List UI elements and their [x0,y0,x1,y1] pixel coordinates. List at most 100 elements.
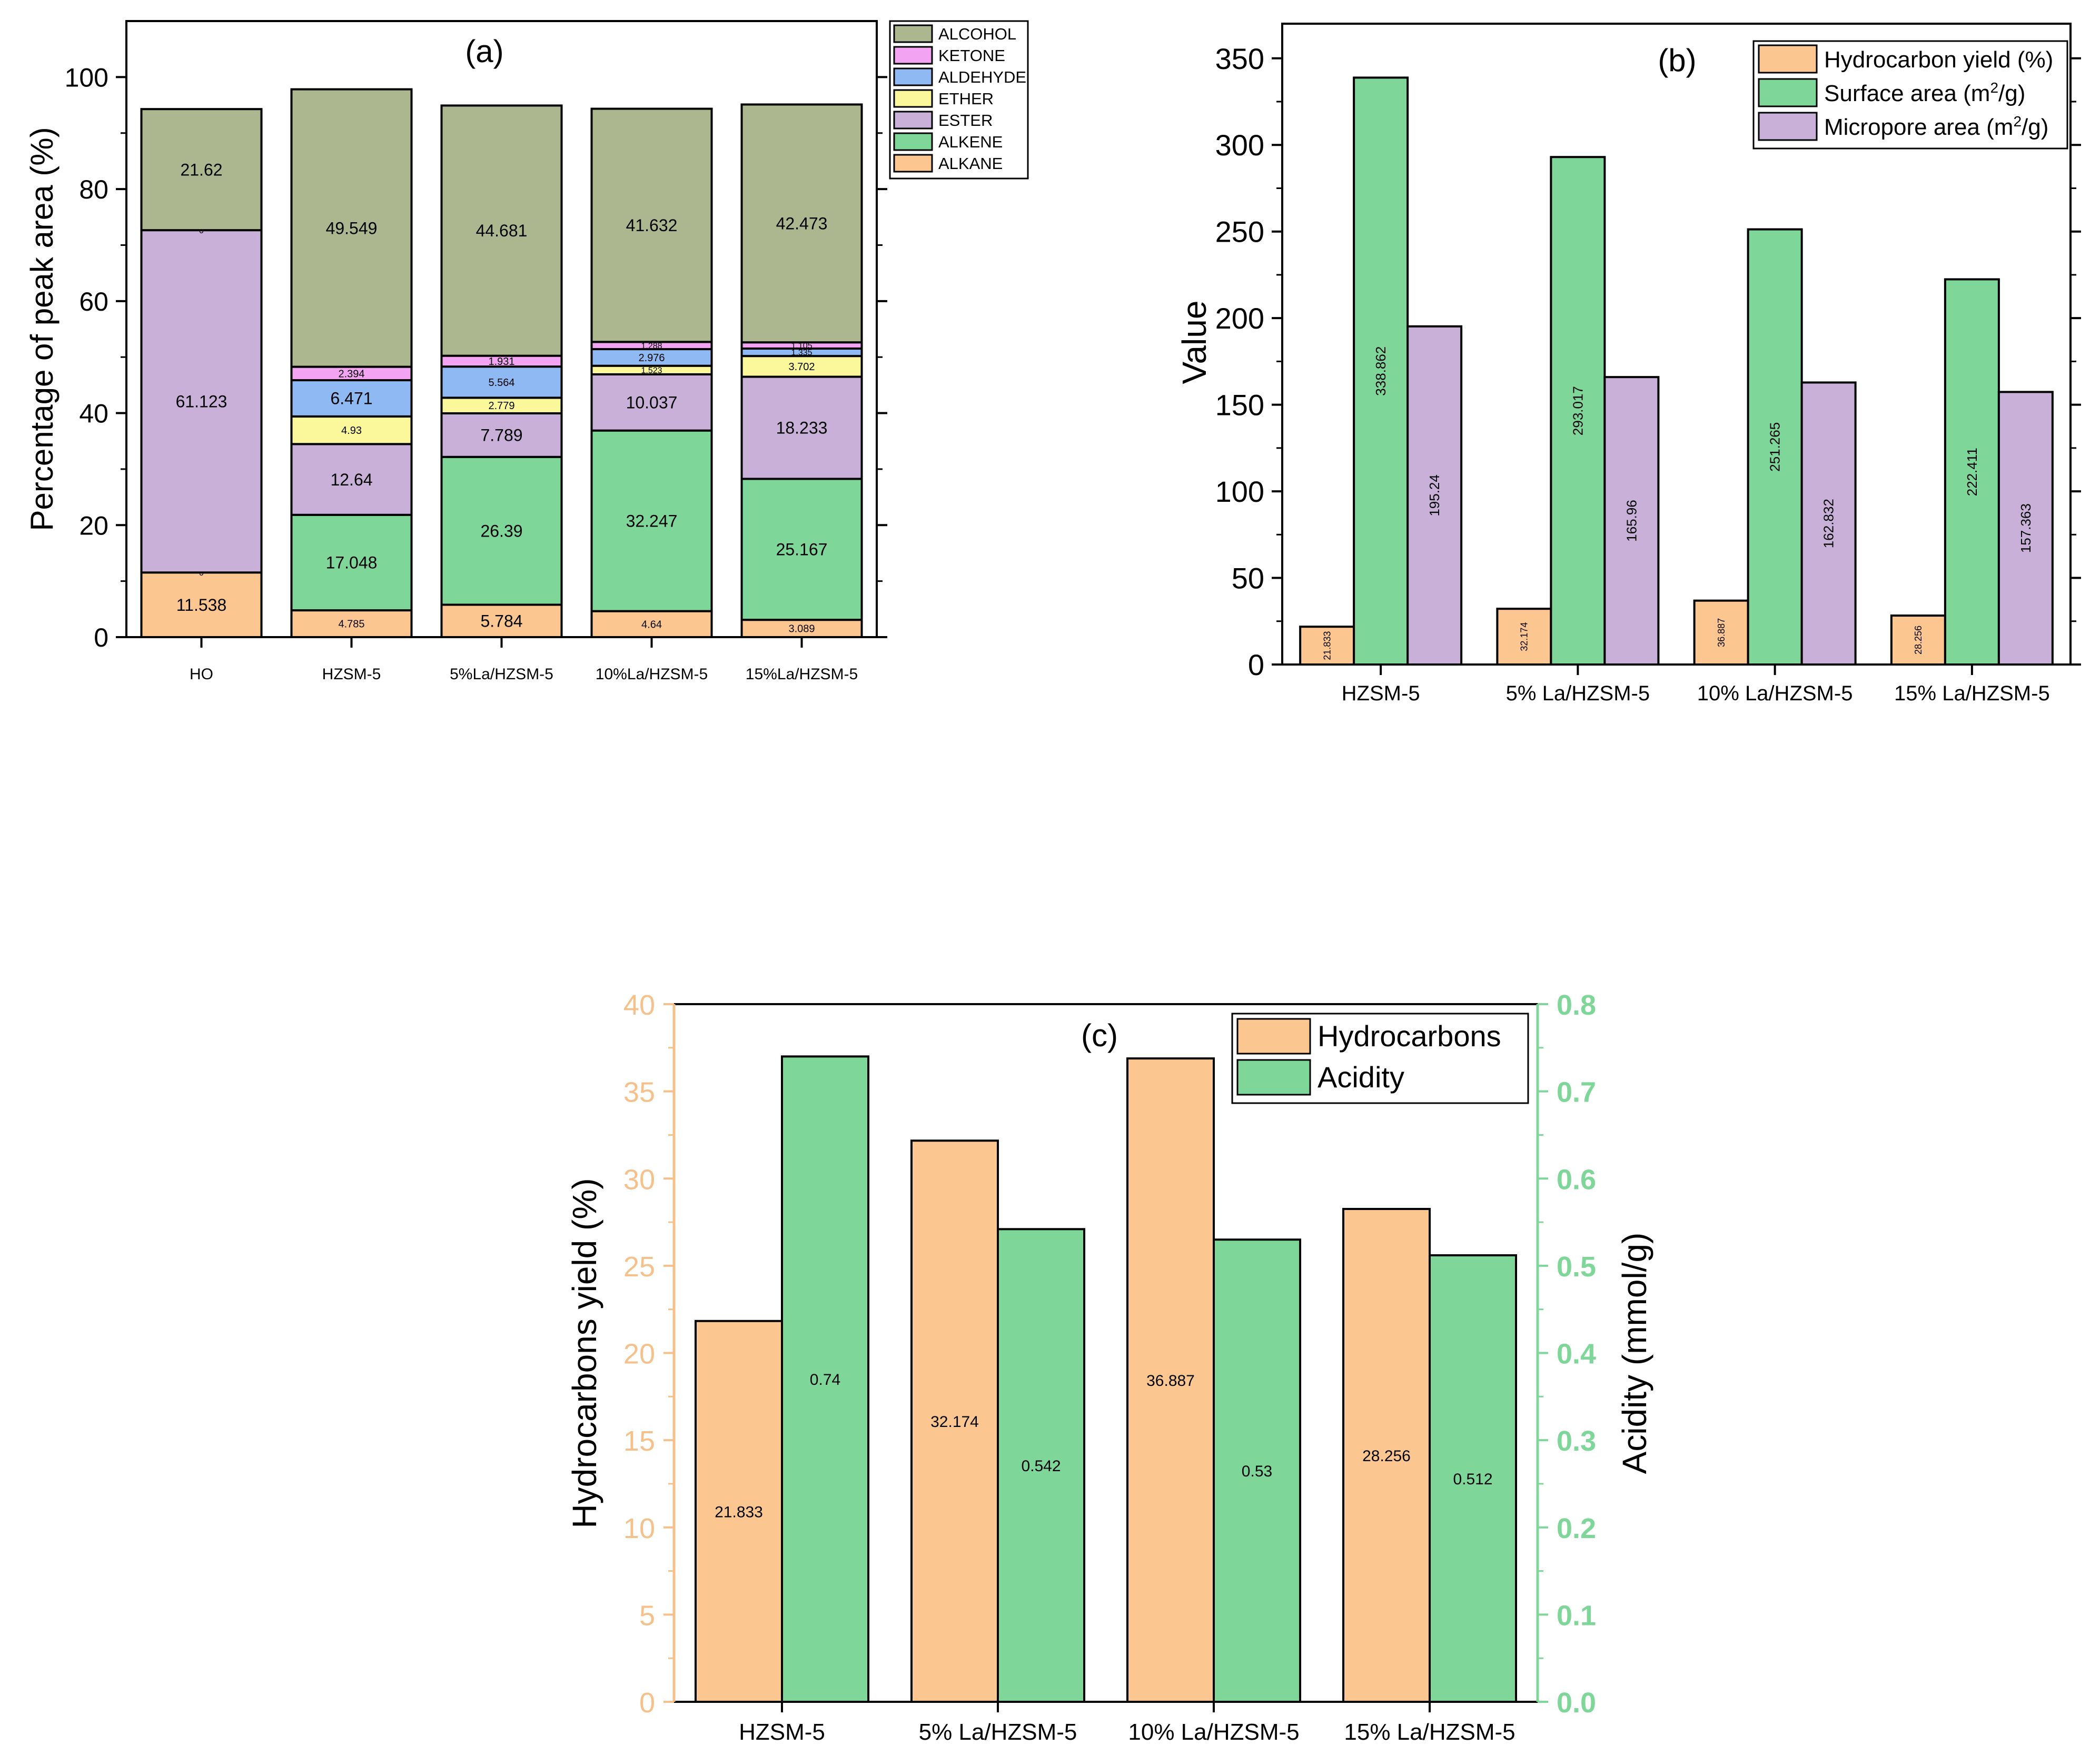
data-label-aldehyde: 1.335 [791,349,812,358]
data-label-acidity: 0.542 [1021,1457,1061,1475]
data-label-aldehyde: 6.471 [330,389,372,408]
data-label-acidity: 0.512 [1453,1471,1492,1488]
bar-micropore-area-m2-g [1603,376,1660,666]
data-label-hydrocarbons: 28.256 [1362,1447,1411,1465]
data-label-alkane: 5.784 [480,611,522,630]
x-tick-label: 5% La/HZSM-5 [919,1719,1077,1745]
data-label-alkene: 26.39 [480,521,522,540]
y-tick-label: 0 [1248,648,1264,681]
legend-swatch-alkane [893,154,933,173]
data-label-micropore-area-m2-g: 195.24 [1427,474,1442,517]
x-tick-label: 10% La/HZSM-5 [1128,1719,1299,1745]
data-label-micropore-area-m2-g: 165.96 [1623,500,1639,542]
y-tick-label: 200 [1215,302,1264,335]
chart-title: (c) [1081,1018,1118,1053]
y-tick-label: 250 [1215,215,1264,249]
bar-segment-aldehyde [590,348,713,367]
data-label-ether: 2.779 [488,400,514,412]
left-tick-label: 10 [623,1513,655,1544]
bar-hydrocarbons [695,1320,783,1703]
y-tick-label: 20 [79,511,108,540]
bar-surface-area-m2-g [1747,228,1803,666]
data-label-alkane: 11.538 [176,596,227,614]
left-tick-label: 5 [639,1600,655,1631]
data-label-ester: 61.123 [176,392,227,411]
legend-label-alcohol: ALCOHOL [938,25,1016,43]
data-label-ether: 4.93 [341,425,362,437]
data-label-alkene: 32.247 [626,511,678,530]
data-label-ester: 10.037 [626,393,678,412]
bar-segment-alkene [440,455,563,606]
x-tick-label: 10%La/HZSM-5 [596,666,708,683]
bar-segment-ether [440,396,563,414]
legend-swatch-surface-area-m2-g [1758,78,1818,107]
y-tick-label: 80 [79,175,108,204]
bar-segment-ester [590,373,713,432]
right-tick-label: 0.2 [1557,1513,1596,1544]
bar-hydrocarbons [910,1139,999,1703]
data-label-hydrocarbons: 36.887 [1146,1372,1195,1390]
bar-surface-area-m2-g [1550,156,1606,666]
bar-acidity [997,1228,1085,1703]
bar-segment-ketone [290,365,413,382]
bar-segment-alkene [740,478,863,621]
bar-hydrocarbon-yield [1496,608,1552,666]
panel-b-plot-frame [1281,23,2072,666]
legend-label-ether: ETHER [938,90,994,108]
data-label-surface-area-m2-g: 251.265 [1767,422,1783,472]
y-tick-label: 0 [94,623,108,652]
chart-title: (a) [465,34,503,69]
x-tick-label: HO [190,666,213,683]
legend-swatch-ketone [893,46,933,65]
bar-segment-alcohol [740,103,863,344]
bar-segment-alcohol [140,108,263,232]
bar-acidity [1429,1254,1517,1703]
data-label-surface-area-m2-g: 338.862 [1373,346,1389,396]
data-label-alkene: 25.167 [776,540,828,559]
bar-segment-alkene [290,513,413,612]
panel-c-dual-axis-bar-chart: 0 5 10 15 20 25 30 35 40 0.0 0.1 0.2 0.3 0.4 0.5 0.6 0.7… [566,989,1653,1745]
data-label-hydrocarbon-yield: 36.887 [1716,618,1727,647]
x-tick-label: 5%La/HZSM-5 [450,666,553,683]
bar-hydrocarbons [1126,1057,1215,1703]
x-tick-label: HZSM-5 [322,666,381,683]
right-tick-label: 0.0 [1557,1687,1596,1719]
bar-segment-alcohol [590,107,713,343]
data-label-alkene: 17.048 [326,553,378,572]
bar-segment-alcohol [290,88,413,368]
bar-micropore-area-m2-g [1997,391,2054,666]
bar-segment-ester [290,443,413,516]
data-label-ester: 12.64 [330,470,372,489]
y-tick-label: 100 [65,63,108,92]
legend-swatch-ester [893,111,933,130]
legend-label-ketone: KETONE [938,46,1005,65]
data-label-hydrocarbon-yield: 28.256 [1913,626,1924,655]
chart-title: (b) [1658,43,1696,78]
x-tick-label: 10% La/HZSM-5 [1697,682,1853,705]
y-axis-title: Value [1175,301,1213,384]
data-label-alkane: 4.785 [338,619,364,630]
left-tick-label: 20 [623,1338,655,1370]
bar-acidity [781,1055,869,1703]
right-tick-label: 0.3 [1557,1425,1596,1457]
legend-label-micropore-area-m2-g: Micropore area (m2/g) [1824,113,2048,140]
bar-acidity [1213,1238,1301,1703]
y-axis-title: Percentage of peak area (%) [24,127,60,531]
legend-label-ester: ESTER [938,111,993,130]
left-tick-label: 15 [623,1425,655,1457]
legend-swatch-hydrocarbons [1236,1018,1311,1055]
legend-swatch-acidity [1236,1059,1311,1096]
data-label-alcohol: 44.681 [476,221,528,240]
y-tick-label: 100 [1215,475,1264,508]
legend-label-aldehyde: ALDEHYDE [938,68,1026,86]
legend-swatch-hydrocarbon-yield [1758,44,1818,74]
legend-label-alkane: ALKANE [938,154,1003,173]
data-label-surface-area-m2-g: 222.411 [1964,448,1980,496]
y-tick-label: 150 [1215,389,1264,422]
left-y-axis-title: Hydrocarbons yield (%) [566,1178,603,1528]
data-label-hydrocarbon-yield: 21.833 [1322,631,1332,660]
left-tick-label: 25 [623,1251,655,1283]
data-label-ketone: 2.394 [338,368,364,380]
data-label-hydrocarbons: 32.174 [930,1413,979,1431]
